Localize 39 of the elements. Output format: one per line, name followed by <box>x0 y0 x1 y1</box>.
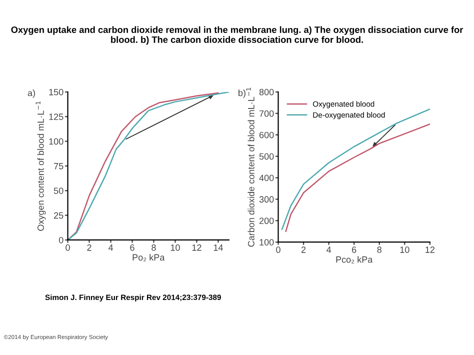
text: b) <box>238 90 246 98</box>
x-tick-label: 10 <box>170 244 180 251</box>
y-tick-label: 500 <box>259 153 274 160</box>
y-tick-label: 600 <box>259 132 274 138</box>
x-tick-label: 0 <box>276 246 280 253</box>
x-tick-label: 2 <box>87 244 92 251</box>
y-tick-label: 800 <box>259 88 274 96</box>
x-tick-label: 6 <box>352 246 356 253</box>
x-tick-label: 10 <box>400 246 410 253</box>
y-tick-label: 100 <box>49 138 64 145</box>
x-tick-label: 2 <box>301 246 306 253</box>
y-axis-title: Oxygen content of blood mL·L$^{−1}$ <box>36 102 46 231</box>
y-tick-label: 700 <box>259 110 274 117</box>
x-axis-title: Pco₂ kPa <box>336 256 373 264</box>
y-tick-label: 50 <box>54 188 64 194</box>
x-tick-label: 4 <box>326 246 332 253</box>
y-tick-label: 25 <box>54 212 64 219</box>
x-tick-label: 12 <box>426 246 434 253</box>
text: a) <box>28 90 35 98</box>
line-series <box>281 108 430 230</box>
x-tick-label: 6 <box>130 244 134 251</box>
y-tick-label: 100 <box>260 239 274 246</box>
y-tick-label: 150 <box>49 88 64 96</box>
x-tick-label: 14 <box>214 244 223 251</box>
y-tick-label: 75 <box>54 163 64 170</box>
y-axis-title: Carbon dioxide content of blood mL·L$^{−1}$ <box>246 88 254 247</box>
y-tick-label: 300 <box>259 196 274 203</box>
x-tick-label: 0 <box>66 244 70 251</box>
y-tick-label: 125 <box>49 114 64 120</box>
x-tick-label: 8 <box>377 246 382 253</box>
x-tick-label: 8 <box>152 244 156 251</box>
y-tick-label: 0 <box>58 236 64 244</box>
y-tick-label: 200 <box>259 218 274 224</box>
x-axis-title: Po₂ kPa <box>132 254 165 262</box>
x-tick-label: 4 <box>108 244 114 251</box>
y-tick-label: 400 <box>259 174 274 182</box>
chart-title: Oxygen uptake and carbon dioxide removal in the membrane lung. a) The oxygen dissociation curve for blood. b) The carbon dioxide dissociation curve for blood. <box>11 26 464 45</box>
line-series <box>285 124 430 232</box>
x-tick-label: 12 <box>192 244 202 251</box>
